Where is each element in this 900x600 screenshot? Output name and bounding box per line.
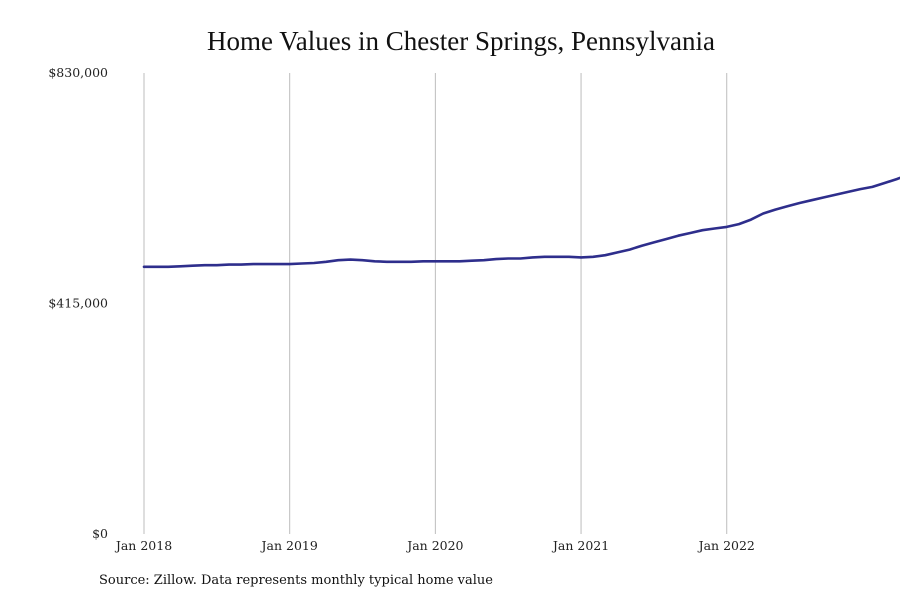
x-tick-label: Jan 2020 (405, 538, 463, 553)
series-layer: $660,404 (142, 176, 900, 269)
axis-ticks: Jan 2018 Jan 2019 Jan 2020 Jan 2021 Jan 2022… (48, 65, 755, 553)
y-tick-label: $830,000 (48, 65, 108, 80)
x-tick-label: Jan 2018 (114, 538, 172, 553)
x-tick-label: Jan 2019 (260, 538, 318, 553)
y-tick-label: $415,000 (48, 296, 108, 311)
x-tick-label: Jan 2022 (697, 538, 755, 553)
x-tick-label: Jan 2021 (551, 538, 609, 553)
series-line (142, 176, 900, 269)
source-note: Source: Zillow. Data represents monthly … (99, 573, 493, 588)
gridlines (143, 73, 728, 534)
chart-title: Home Values in Chester Springs, Pennsylv… (207, 26, 715, 56)
y-tick-label: $0 (92, 526, 108, 541)
